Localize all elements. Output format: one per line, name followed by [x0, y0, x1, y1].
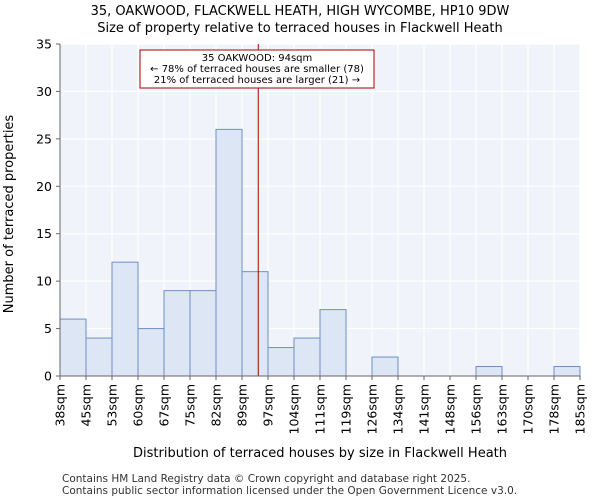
y-tick-labels: 0 5 10 15 20 25 30 35	[36, 37, 60, 384]
footer-line-2: Contains public sector information licen…	[62, 485, 518, 497]
bar-89sqm	[241, 271, 269, 377]
x-tick-label-67sqm: 67sqm	[157, 384, 172, 427]
x-tick-label-126sqm: 126sqm	[365, 384, 380, 434]
y-tick-label-10: 10	[36, 274, 52, 289]
annotation-box: 35 OAKWOOD: 94sqm ← 78% of terraced hous…	[139, 49, 375, 89]
annotation-border	[139, 49, 375, 89]
x-tick-label-75sqm: 75sqm	[183, 384, 198, 427]
x-tick-label-178sqm: 178sqm	[547, 384, 562, 434]
bar-60sqm	[137, 328, 165, 377]
x-tick-label-45sqm: 45sqm	[79, 384, 94, 427]
annotation-line-2: ← 78% of terraced houses are smaller (78…	[150, 64, 364, 75]
y-tick-label-25: 25	[36, 131, 52, 146]
bar-53sqm	[111, 261, 139, 377]
x-tick-label-148sqm: 148sqm	[443, 384, 458, 434]
y-tick-label-30: 30	[36, 84, 52, 99]
y-tick-label-0: 0	[44, 369, 52, 384]
x-tick-label-89sqm: 89sqm	[235, 384, 250, 427]
bar-38sqm	[59, 318, 87, 377]
x-axis-title: Distribution of terraced houses by size …	[133, 446, 507, 461]
bars	[59, 128, 581, 377]
x-tick-label-156sqm: 156sqm	[469, 384, 484, 434]
chart-title: 35, OAKWOOD, FLACKWELL HEATH, HIGH WYCOM…	[90, 4, 510, 19]
annotation-line-3: 21% of terraced houses are larger (21) →	[154, 75, 360, 86]
y-tick-label-15: 15	[36, 226, 52, 241]
x-tick-label-134sqm: 134sqm	[391, 384, 406, 434]
bar-178sqm	[553, 366, 581, 377]
bar-45sqm	[85, 337, 113, 377]
annotation-line-1: 35 OAKWOOD: 94sqm	[202, 53, 313, 64]
grid-lines	[59, 43, 581, 377]
y-axis-title: Number of terraced properties	[2, 115, 17, 314]
bar-82sqm	[215, 128, 243, 377]
bar-104sqm	[293, 337, 321, 377]
x-tick-label-60sqm: 60sqm	[131, 384, 146, 427]
x-tick-label-97sqm: 97sqm	[261, 384, 276, 427]
y-tick-label-35: 35	[36, 37, 52, 52]
x-tick-label-119sqm: 119sqm	[339, 384, 354, 434]
bar-111sqm	[319, 309, 347, 377]
footer-line-1: Contains HM Land Registry data © Crown c…	[62, 473, 471, 485]
x-tick-label-82sqm: 82sqm	[209, 384, 224, 427]
bar-97sqm	[267, 347, 295, 377]
x-tick-label-170sqm: 170sqm	[521, 384, 536, 434]
bar-75sqm	[189, 290, 217, 377]
chart-subtitle: Size of property relative to terraced ho…	[97, 21, 503, 36]
x-tick-label-185sqm: 185sqm	[573, 384, 588, 434]
x-tick-label-104sqm: 104sqm	[287, 384, 302, 434]
bar-156sqm	[475, 366, 503, 377]
x-tick-label-53sqm: 53sqm	[105, 384, 120, 427]
x-tick-label-163sqm: 163sqm	[495, 384, 510, 434]
bar-126sqm	[371, 356, 399, 377]
y-tick-label-5: 5	[44, 321, 52, 336]
x-tick-label-38sqm: 38sqm	[53, 384, 68, 427]
x-tick-label-141sqm: 141sqm	[417, 384, 432, 434]
x-tick-labels: 38sqm 45sqm 53sqm 60sqm 67sqm 75sqm 82sqm 89sqm…	[53, 376, 588, 434]
x-tick-label-111sqm: 111sqm	[313, 384, 328, 434]
y-tick-label-20: 20	[36, 179, 52, 194]
bar-67sqm	[163, 290, 191, 377]
